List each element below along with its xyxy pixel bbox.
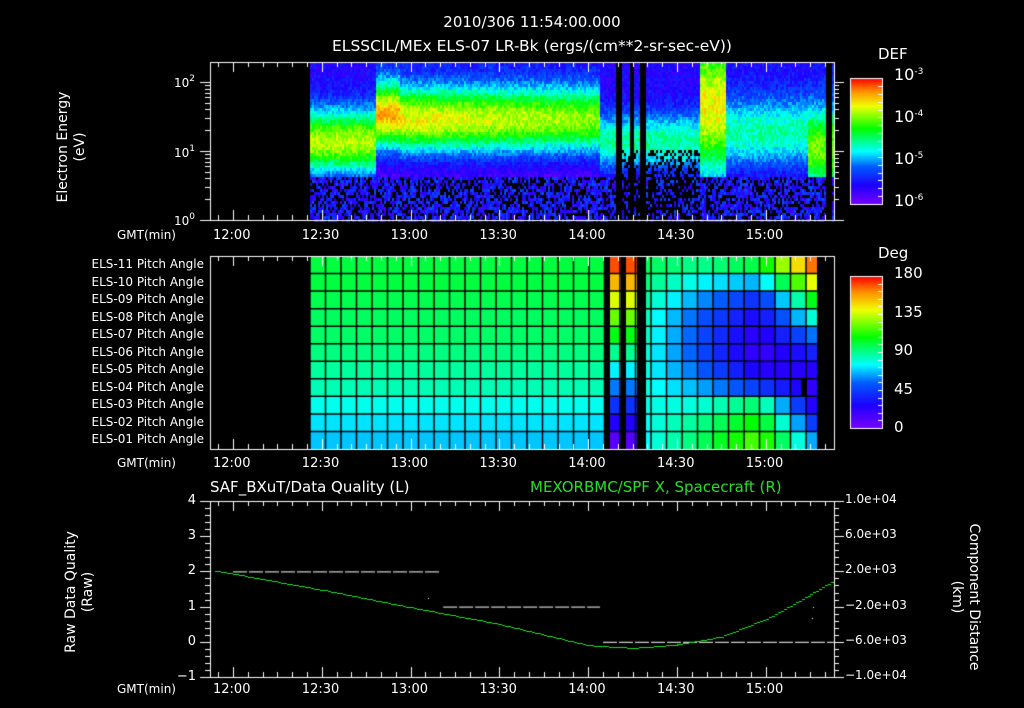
time-tick-label: 13:00	[390, 456, 429, 471]
time-tick-label: 15:00	[745, 228, 784, 243]
quality-ytick: 3	[187, 528, 196, 544]
time-tick-label: 14:30	[657, 682, 695, 697]
time-axis-label: GMT(min)	[117, 228, 176, 242]
energy-ytick-10: 101	[174, 144, 196, 160]
quality-ylabel: Raw Data Quality (Raw)	[63, 507, 97, 677]
energy-ylabel-line1: Electron Energy	[55, 91, 71, 203]
time-tick-label: 14:00	[568, 682, 606, 697]
spacecraft-x-title: MEXORBMC/SPF X, Spacecraft (R)	[530, 478, 782, 496]
deg-colorbar-tick: 90	[894, 341, 914, 359]
def-colorbar-title: DEF	[878, 45, 908, 63]
distance-ylabel-line1: Component Distance	[966, 523, 982, 671]
time-axis-label: GMT(min)	[117, 682, 176, 696]
deg-colorbar-tick: 0	[894, 418, 904, 436]
time-tick-label: 13:30	[479, 456, 517, 471]
energy-ytick-1: 100	[174, 212, 196, 228]
quality-ytick: 2	[187, 563, 196, 579]
pitch-angle-row-label: ELS-08 Pitch Angle	[91, 309, 204, 324]
time-tick-label: 15:00	[745, 456, 784, 471]
time-tick-label: 12:00	[213, 682, 251, 697]
quality-ytick: 4	[187, 493, 196, 508]
def-colorbar-tick: 10-6	[894, 191, 924, 210]
quality-ytick: 0	[187, 633, 196, 649]
distance-ytick: −2.0e+03	[845, 597, 907, 612]
energy-ylabel: Electron Energy (eV)	[55, 67, 89, 227]
time-tick-label: 12:30	[301, 682, 340, 697]
pitch-angle-row-label: ELS-02 Pitch Angle	[91, 414, 204, 429]
energy-ylabel-line2: (eV)	[72, 132, 88, 162]
distance-ytick: 1.0e+04	[845, 492, 897, 506]
distance-ytick: 2.0e+03	[845, 562, 897, 577]
def-colorbar-tick: 10-5	[894, 149, 924, 168]
time-tick-label: 12:00	[213, 456, 251, 471]
quality-ylabel-line2: (Raw)	[80, 571, 96, 613]
time-tick-label: 12:00	[213, 228, 251, 243]
distance-ylabel: Component Distance (km)	[948, 502, 982, 692]
quality-title: SAF_BXuT/Data Quality (L)	[210, 478, 410, 496]
time-tick-label: 12:30	[301, 228, 340, 243]
quality-ylabel-line1: Raw Data Quality	[63, 531, 79, 653]
pitch-angle-row-label: ELS-09 Pitch Angle	[91, 292, 204, 307]
deg-colorbar-title: Deg	[878, 244, 909, 262]
pitch-angle-row-label: ELS-01 Pitch Angle	[91, 432, 204, 447]
time-tick-label: 14:00	[568, 228, 606, 243]
deg-colorbar-tick: 45	[894, 379, 914, 398]
def-colorbar-tick: 10-3	[894, 65, 924, 84]
def-colorbar-tick: 10-4	[894, 107, 924, 126]
time-tick-label: 14:00	[568, 456, 606, 471]
pitch-angle-row-label: ELS-05 Pitch Angle	[91, 362, 204, 377]
distance-ylabel-line2: (km)	[949, 580, 965, 614]
pitch-angle-row-label: ELS-04 Pitch Angle	[91, 379, 204, 394]
time-tick-label: 14:30	[657, 228, 695, 243]
distance-ytick: 6.0e+03	[845, 527, 897, 542]
distance-ytick: −1.0e+04	[845, 668, 907, 682]
time-tick-label: 13:30	[479, 228, 517, 243]
deg-colorbar-tick: 135	[894, 302, 923, 321]
plot-subtitle: ELSSCIL/MEx ELS-07 LR-Bk (ergs/(cm**2-sr…	[332, 37, 732, 55]
quality-ytick: 1	[187, 598, 196, 614]
pitch-angle-row-label: ELS-11 Pitch Angle	[91, 257, 204, 271]
pitch-angle-row-label: ELS-06 Pitch Angle	[91, 344, 204, 359]
plot-timestamp: 2010/306 11:54:00.000	[443, 13, 621, 31]
distance-ytick: −6.0e+03	[845, 632, 907, 647]
deg-colorbar-tick: 180	[894, 264, 923, 282]
pitch-angle-row-label: ELS-03 Pitch Angle	[91, 397, 204, 412]
energy-ytick-100: 102	[174, 74, 196, 90]
time-tick-label: 14:30	[657, 456, 695, 471]
pitch-angle-row-label: ELS-10 Pitch Angle	[91, 274, 204, 289]
time-axis-label: GMT(min)	[117, 456, 176, 470]
time-tick-label: 12:30	[301, 456, 340, 471]
time-tick-label: 13:00	[390, 682, 429, 697]
time-tick-label: 13:00	[390, 228, 429, 243]
time-tick-label: 13:30	[479, 682, 517, 697]
quality-ytick: −1	[176, 669, 196, 684]
time-tick-label: 15:00	[745, 682, 784, 697]
pitch-angle-row-label: ELS-07 Pitch Angle	[91, 327, 204, 342]
